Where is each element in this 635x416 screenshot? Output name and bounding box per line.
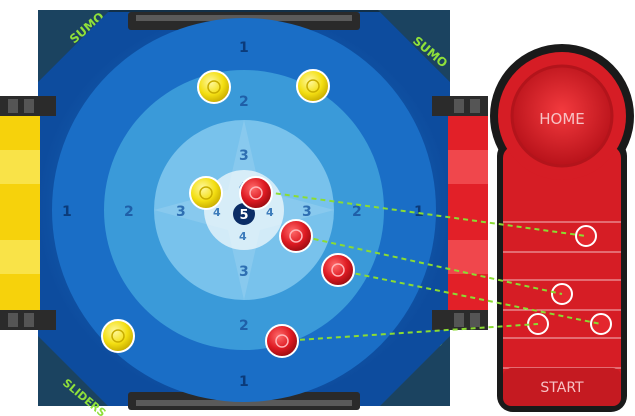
ring-number-inner-left: 3: [176, 204, 186, 220]
aim-line-1: [257, 190, 587, 237]
launch-slot-4[interactable]: [590, 313, 612, 335]
start-button[interactable]: START: [503, 368, 621, 406]
ring-number-mid-right: 2: [352, 204, 362, 220]
ring-number-mid-left: 2: [124, 204, 134, 220]
yellow-puck[interactable]: [197, 70, 231, 104]
ring-number-core-right: 4: [266, 206, 274, 219]
ring-number-mid-top: 2: [239, 94, 249, 110]
ring-number-inner-bottom: 3: [239, 264, 249, 280]
ring-number-outer-left: 1: [62, 204, 72, 220]
launch-slot-1[interactable]: [575, 225, 597, 247]
yellow-puck[interactable]: [189, 176, 223, 210]
yellow-puck[interactable]: [101, 319, 135, 353]
ring-number-outer-top: 1: [239, 40, 249, 56]
home-label: HOME: [539, 110, 585, 128]
ring-number-core-bottom: 4: [239, 230, 247, 243]
ring-number-outer-bottom: 1: [239, 374, 249, 390]
ring-number-inner-right: 3: [302, 204, 312, 220]
home-button[interactable]: HOME: [510, 64, 614, 168]
ring-number-inner-top: 3: [239, 148, 249, 164]
red-puck[interactable]: [279, 219, 313, 253]
ring-number-core-left: 4: [213, 206, 221, 219]
aim-line-2: [295, 234, 563, 295]
ring-number-outer-right: 1: [414, 204, 424, 220]
yellow-side-panel: [0, 96, 56, 330]
red-puck[interactable]: [321, 253, 355, 287]
aim-line-4: [281, 323, 539, 342]
start-label: START: [540, 380, 584, 396]
ring-number-mid-bottom: 2: [239, 318, 249, 334]
center-score: 5: [239, 208, 248, 223]
red-puck[interactable]: [265, 324, 299, 358]
red-puck[interactable]: [239, 176, 273, 210]
yellow-puck[interactable]: [296, 69, 330, 103]
